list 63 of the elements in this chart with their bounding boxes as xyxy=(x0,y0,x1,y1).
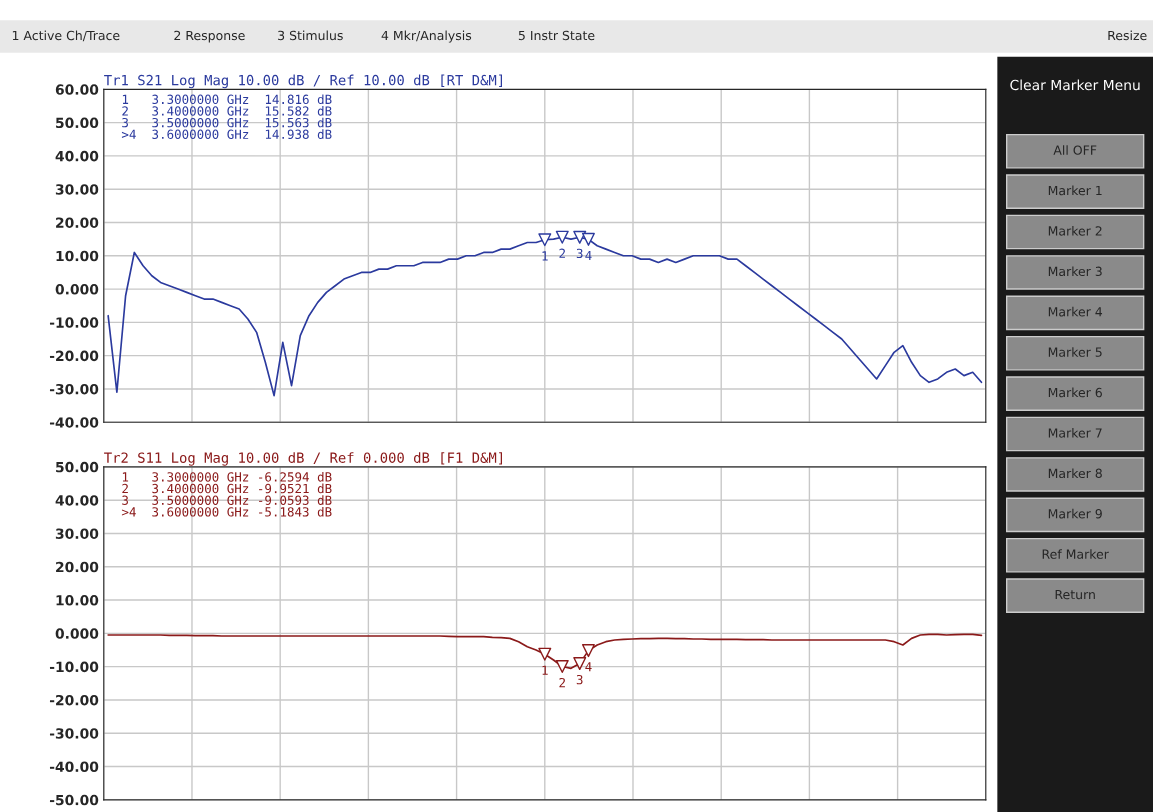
y-tick-label: 40.00 xyxy=(55,495,99,506)
text: Resize xyxy=(1108,30,1147,41)
text: 2 Response xyxy=(174,30,245,43)
y-tick-label: -30.00 xyxy=(49,728,99,739)
y-tick-label: -20.00 xyxy=(49,350,99,362)
series-label: 2 xyxy=(559,677,565,688)
y-tick-label: 60.00 xyxy=(55,84,99,95)
annotation: 1 3.3000000 GHz 14.816 dB xyxy=(122,94,332,105)
annotation: 2 3.4000000 GHz 15.582 dB xyxy=(122,106,332,116)
annotation: 3 3.5000000 GHz 15.563 dB xyxy=(122,117,332,128)
text: Clear Marker Menu xyxy=(1010,79,1140,91)
text: Ref Marker xyxy=(1042,549,1109,559)
series-label: 2 xyxy=(559,248,565,258)
y-tick-label: 0.000 xyxy=(55,284,99,295)
text: Marker 1 xyxy=(1048,185,1102,196)
y-tick-label: 10.00 xyxy=(56,250,99,262)
series-label: 1 xyxy=(542,251,548,261)
text: All OFF xyxy=(1053,145,1097,155)
text: 4 Mkr/Analysis xyxy=(381,30,472,43)
y-tick-label: 50.00 xyxy=(56,117,99,129)
text: Return xyxy=(1055,589,1095,600)
y-tick-label: -40.00 xyxy=(49,761,99,772)
y-tick-label: -20.00 xyxy=(49,694,99,706)
text: Marker 9 xyxy=(1048,508,1102,519)
text: Marker 5 xyxy=(1048,347,1102,357)
y-tick-label: 30.00 xyxy=(55,184,99,195)
annotation: 1 3.3000000 GHz -6.2594 dB xyxy=(122,471,332,482)
text: Marker 2 xyxy=(1048,225,1102,236)
point xyxy=(581,644,595,658)
text: Marker 7 xyxy=(1048,427,1102,438)
point xyxy=(538,647,552,661)
chart-title: Tr2 S11 Log Mag 10.00 dB / Ref 0.000 dB [F1 D&M] xyxy=(104,452,502,466)
series-label: 3 xyxy=(576,248,583,259)
series-label: 4 xyxy=(585,662,592,672)
text: Marker 8 xyxy=(1048,468,1102,479)
series-label: 4 xyxy=(585,250,592,261)
chart-title: Tr1 S21 Log Mag 10.00 dB / Ref 10.00 dB [RT D&M] xyxy=(104,74,502,89)
y-tick-label: -40.00 xyxy=(49,417,99,428)
y-tick-label: 20.00 xyxy=(56,217,99,228)
text: 1 Active Ch/Trace xyxy=(12,30,120,42)
series-label: 3 xyxy=(576,674,583,685)
y-tick-label: -30.00 xyxy=(49,383,99,395)
annotation: >4 3.6000000 GHz 14.938 dB xyxy=(121,129,332,140)
y-tick-label: 10.00 xyxy=(56,595,99,606)
y-tick-label: 30.00 xyxy=(55,528,99,539)
y-tick-label: 50.00 xyxy=(56,461,99,473)
annotation: 3 3.5000000 GHz -9.0593 dB xyxy=(122,495,332,505)
y-tick-label: 0.000 xyxy=(55,628,99,639)
text: Marker 3 xyxy=(1048,266,1102,277)
annotation: >4 3.6000000 GHz -5.1843 dB xyxy=(121,506,332,517)
text: 5 Instr State xyxy=(518,30,595,41)
y-tick-label: -10.00 xyxy=(49,661,99,673)
y-tick-label: -50.00 xyxy=(49,794,99,806)
series-label: 1 xyxy=(542,665,548,675)
point xyxy=(573,657,587,671)
y-tick-label: 40.00 xyxy=(55,150,99,162)
annotation: 2 3.4000000 GHz -9.9521 dB xyxy=(122,483,332,494)
y-tick-label: 20.00 xyxy=(56,561,99,573)
text: 3 Stimulus xyxy=(278,30,343,41)
text: Marker 4 xyxy=(1048,306,1103,317)
text: Marker 6 xyxy=(1048,387,1102,398)
point xyxy=(555,659,569,673)
y-tick-label: -10.00 xyxy=(49,317,99,328)
